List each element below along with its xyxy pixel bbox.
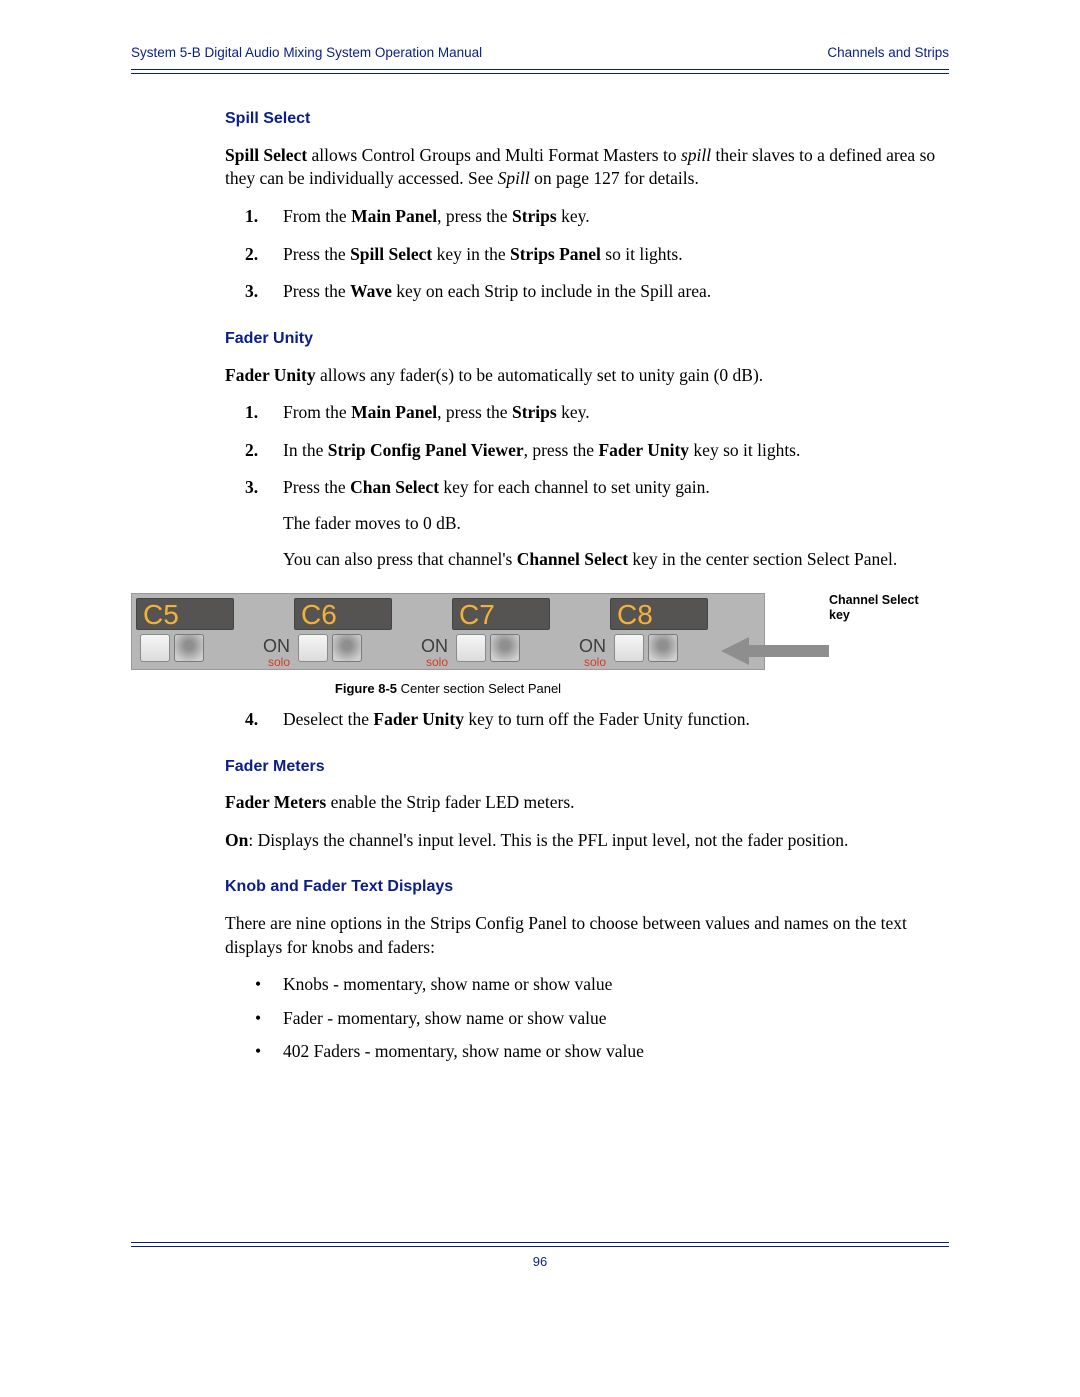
solo-label: solo [584, 657, 606, 668]
fader-meters-p2: On: Displays the channel's input level. … [225, 829, 949, 853]
list-item: Knobs - momentary, show name or show val… [225, 973, 949, 997]
knob-fader-intro: There are nine options in the Strips Con… [225, 912, 949, 959]
arrow-icon [721, 633, 829, 669]
solo-button[interactable] [332, 634, 362, 662]
channel-select-button[interactable] [298, 634, 328, 662]
solo-label: solo [426, 657, 448, 668]
list-item: 1. From the Main Panel, press the Strips… [225, 401, 949, 425]
page-number: 96 [131, 1253, 949, 1271]
list-item: 2. In the Strip Config Panel Viewer, pre… [225, 439, 949, 463]
bottom-double-rule [131, 1242, 949, 1247]
channel-lcd: C8 [610, 598, 708, 630]
channel-select-button[interactable] [140, 634, 170, 662]
heading-spill-select: Spill Select [225, 108, 949, 130]
list-item: Fader - momentary, show name or show val… [225, 1007, 949, 1031]
page-content: Spill Select Spill Select allows Control… [131, 108, 949, 1064]
figure-callout-text: Channel Select key [829, 593, 939, 622]
list-item: 4. Deselect the Fader Unity key to turn … [225, 708, 949, 732]
header-right: Channels and Strips [827, 44, 949, 62]
solo-label: solo [268, 657, 290, 668]
section-spill-select: Spill Select Spill Select allows Control… [225, 108, 949, 304]
solo-button[interactable] [490, 634, 520, 662]
figure-caption: Figure 8-5 Center section Select Panel [131, 680, 765, 698]
fader-unity-steps-cont: 4. Deselect the Fader Unity key to turn … [225, 708, 949, 732]
select-panel-strip: C5 ON solo [131, 593, 765, 670]
fader-unity-steps: 1. From the Main Panel, press the Strips… [225, 401, 949, 571]
solo-button[interactable] [648, 634, 678, 662]
section-fader-meters: Fader Meters Fader Meters enable the Str… [225, 756, 949, 853]
channel-lcd: C6 [294, 598, 392, 630]
fader-meters-p1: Fader Meters enable the Strip fader LED … [225, 791, 949, 815]
heading-fader-meters: Fader Meters [225, 756, 949, 778]
header-left: System 5-B Digital Audio Mixing System O… [131, 44, 482, 62]
heading-fader-unity: Fader Unity [225, 328, 949, 350]
section-fader-unity: Fader Unity Fader Unity allows any fader… [225, 328, 949, 732]
section-knob-fader: Knob and Fader Text Displays There are n… [225, 876, 949, 1064]
knob-fader-bullets: Knobs - momentary, show name or show val… [225, 973, 949, 1064]
figure-center-section: C5 ON solo [131, 593, 949, 698]
list-item: 402 Faders - momentary, show name or sho… [225, 1040, 949, 1064]
fader-unity-intro: Fader Unity allows any fader(s) to be au… [225, 364, 949, 388]
channel-lcd: C7 [452, 598, 550, 630]
top-double-rule [131, 69, 949, 74]
channel-select-button[interactable] [456, 634, 486, 662]
page-header: System 5-B Digital Audio Mixing System O… [131, 44, 949, 69]
spill-select-steps: 1. From the Main Panel, press the Strips… [225, 205, 949, 304]
solo-button[interactable] [174, 634, 204, 662]
list-item: 2. Press the Spill Select key in the Str… [225, 243, 949, 267]
heading-knob-fader: Knob and Fader Text Displays [225, 876, 949, 898]
channel-lcd: C5 [136, 598, 234, 630]
list-item: 1. From the Main Panel, press the Strips… [225, 205, 949, 229]
fader-unity-step3-sub2: You can also press that channel's Channe… [283, 548, 949, 572]
channel-select-button[interactable] [614, 634, 644, 662]
list-item: 3. Press the Chan Select key for each ch… [225, 476, 949, 571]
list-item: 3. Press the Wave key on each Strip to i… [225, 280, 949, 304]
spill-select-intro: Spill Select allows Control Groups and M… [225, 144, 949, 191]
fader-unity-step3-sub1: The fader moves to 0 dB. [283, 512, 949, 536]
